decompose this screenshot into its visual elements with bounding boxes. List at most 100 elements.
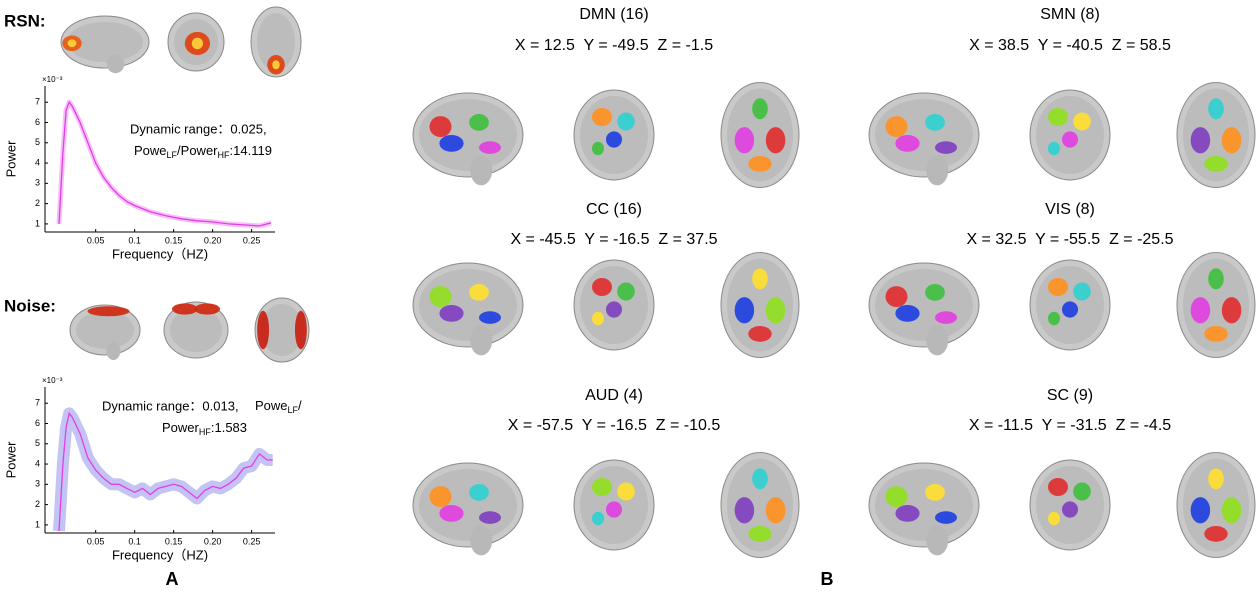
activation-blob bbox=[885, 486, 908, 508]
annotation: Dynamic range：0.013, bbox=[102, 398, 239, 413]
brain-inner bbox=[727, 458, 793, 552]
activation-blob bbox=[1062, 131, 1078, 148]
annotation-subscript: LF bbox=[288, 405, 299, 415]
activation-blob bbox=[469, 284, 489, 301]
brain-inner bbox=[1183, 458, 1249, 552]
annotation-part: / bbox=[298, 398, 302, 413]
activation-blob bbox=[617, 482, 635, 501]
y-tick-label: 7 bbox=[35, 398, 40, 408]
brain-inner bbox=[875, 269, 973, 341]
activation-blob bbox=[935, 311, 957, 324]
line bbox=[58, 100, 272, 227]
activation-blob bbox=[1190, 497, 1211, 524]
brain-stem bbox=[926, 525, 949, 556]
brain-inner bbox=[727, 258, 793, 352]
line bbox=[58, 411, 273, 532]
network-name: SC (9) bbox=[1047, 387, 1093, 404]
activation-blob bbox=[935, 141, 957, 154]
annotation-part: Power bbox=[162, 420, 200, 435]
brain-inner bbox=[875, 469, 973, 541]
activation-blob bbox=[885, 116, 908, 138]
network-name: VIS (8) bbox=[1045, 201, 1095, 218]
activation-blob bbox=[1190, 297, 1211, 324]
network-coords: X = 12.5 Y = -49.5 Z = -1.5 bbox=[515, 37, 713, 54]
brain-stem bbox=[926, 155, 949, 186]
activation-blob bbox=[194, 303, 220, 315]
x-tick-label: 0.05 bbox=[87, 536, 105, 546]
brain-inner bbox=[875, 99, 973, 171]
panel-label: A bbox=[166, 569, 179, 589]
network-name: CC (16) bbox=[586, 201, 642, 218]
activation-blob bbox=[429, 116, 452, 138]
activation-blob bbox=[1208, 268, 1224, 290]
activation-blob bbox=[734, 127, 755, 154]
network-coords: X = 38.5 Y = -40.5 Z = 58.5 bbox=[969, 37, 1171, 54]
activation-blob bbox=[469, 114, 489, 131]
activation-blob bbox=[748, 526, 772, 542]
activation-blob bbox=[1208, 468, 1224, 490]
activation-blob bbox=[1073, 282, 1091, 301]
brain-stem bbox=[106, 342, 121, 360]
activation-blob bbox=[592, 141, 604, 156]
brain-stem bbox=[470, 155, 493, 186]
activation-blob bbox=[439, 135, 464, 152]
y-tick-label: 3 bbox=[35, 479, 40, 489]
y-tick-label: 1 bbox=[35, 519, 40, 529]
annotation-part: /Power bbox=[177, 143, 218, 158]
y-tick-label: 2 bbox=[35, 198, 40, 208]
brain-inner bbox=[257, 13, 295, 71]
activation-blob bbox=[439, 305, 464, 322]
y-axis-label: Power bbox=[3, 441, 18, 479]
activation-blob bbox=[1204, 156, 1228, 172]
activation-blob bbox=[606, 301, 622, 318]
activation-blob bbox=[1204, 526, 1228, 542]
activation-blob bbox=[752, 98, 768, 120]
activation-blob bbox=[925, 114, 945, 131]
activation-blob bbox=[895, 505, 920, 522]
annotation-part: :14.119 bbox=[230, 143, 272, 158]
network-coords: X = -57.5 Y = -16.5 Z = -10.5 bbox=[508, 417, 721, 434]
activation-blob bbox=[87, 306, 130, 317]
x-tick-label: 0.15 bbox=[165, 536, 183, 546]
y-tick-label: 2 bbox=[35, 499, 40, 509]
annotation-subscript: HF bbox=[218, 150, 230, 160]
activation-blob bbox=[1208, 98, 1224, 120]
activation-blob bbox=[935, 511, 957, 524]
activation-blob bbox=[752, 268, 768, 290]
activation-blob bbox=[479, 141, 501, 154]
x-axis-label: Frequency（HZ) bbox=[112, 246, 208, 261]
brain-stem bbox=[470, 525, 493, 556]
x-tick-label: 0.1 bbox=[128, 235, 141, 245]
brain-inner bbox=[261, 304, 303, 356]
brain-inner bbox=[1183, 88, 1249, 182]
network-coords: X = 32.5 Y = -55.5 Z = -25.5 bbox=[966, 231, 1173, 248]
activation-blob bbox=[765, 497, 786, 524]
brain-stem bbox=[106, 54, 125, 74]
x-tick-label: 0.20 bbox=[204, 235, 222, 245]
activation-blob bbox=[734, 497, 755, 524]
activation-blob bbox=[469, 484, 489, 501]
x-tick-label: 0.25 bbox=[243, 536, 261, 546]
brain-inner bbox=[67, 22, 143, 62]
activation-blob bbox=[1048, 311, 1060, 326]
y-tick-label: 4 bbox=[35, 458, 40, 468]
activation-blob bbox=[1048, 511, 1060, 526]
annotation: PoweLF/ bbox=[255, 398, 302, 415]
activation-blob bbox=[592, 278, 612, 296]
y-tick-label: 5 bbox=[35, 137, 40, 147]
activation-blob bbox=[1221, 297, 1242, 324]
activation-blob bbox=[617, 282, 635, 301]
activation-blob bbox=[885, 286, 908, 308]
activation-blob bbox=[439, 505, 464, 522]
activation-blob bbox=[1048, 278, 1068, 296]
brain-inner bbox=[727, 88, 793, 182]
activation-blob bbox=[1204, 326, 1228, 342]
network-coords: X = -11.5 Y = -31.5 Z = -4.5 bbox=[969, 417, 1171, 434]
activation-blob bbox=[592, 478, 612, 496]
annotation: Dynamic range：0.025, bbox=[130, 121, 267, 136]
y-axis-label: Power bbox=[3, 140, 18, 178]
brain-inner bbox=[419, 469, 517, 541]
annotation-part: Powe bbox=[134, 143, 167, 158]
annotation-subscript: LF bbox=[167, 150, 178, 160]
